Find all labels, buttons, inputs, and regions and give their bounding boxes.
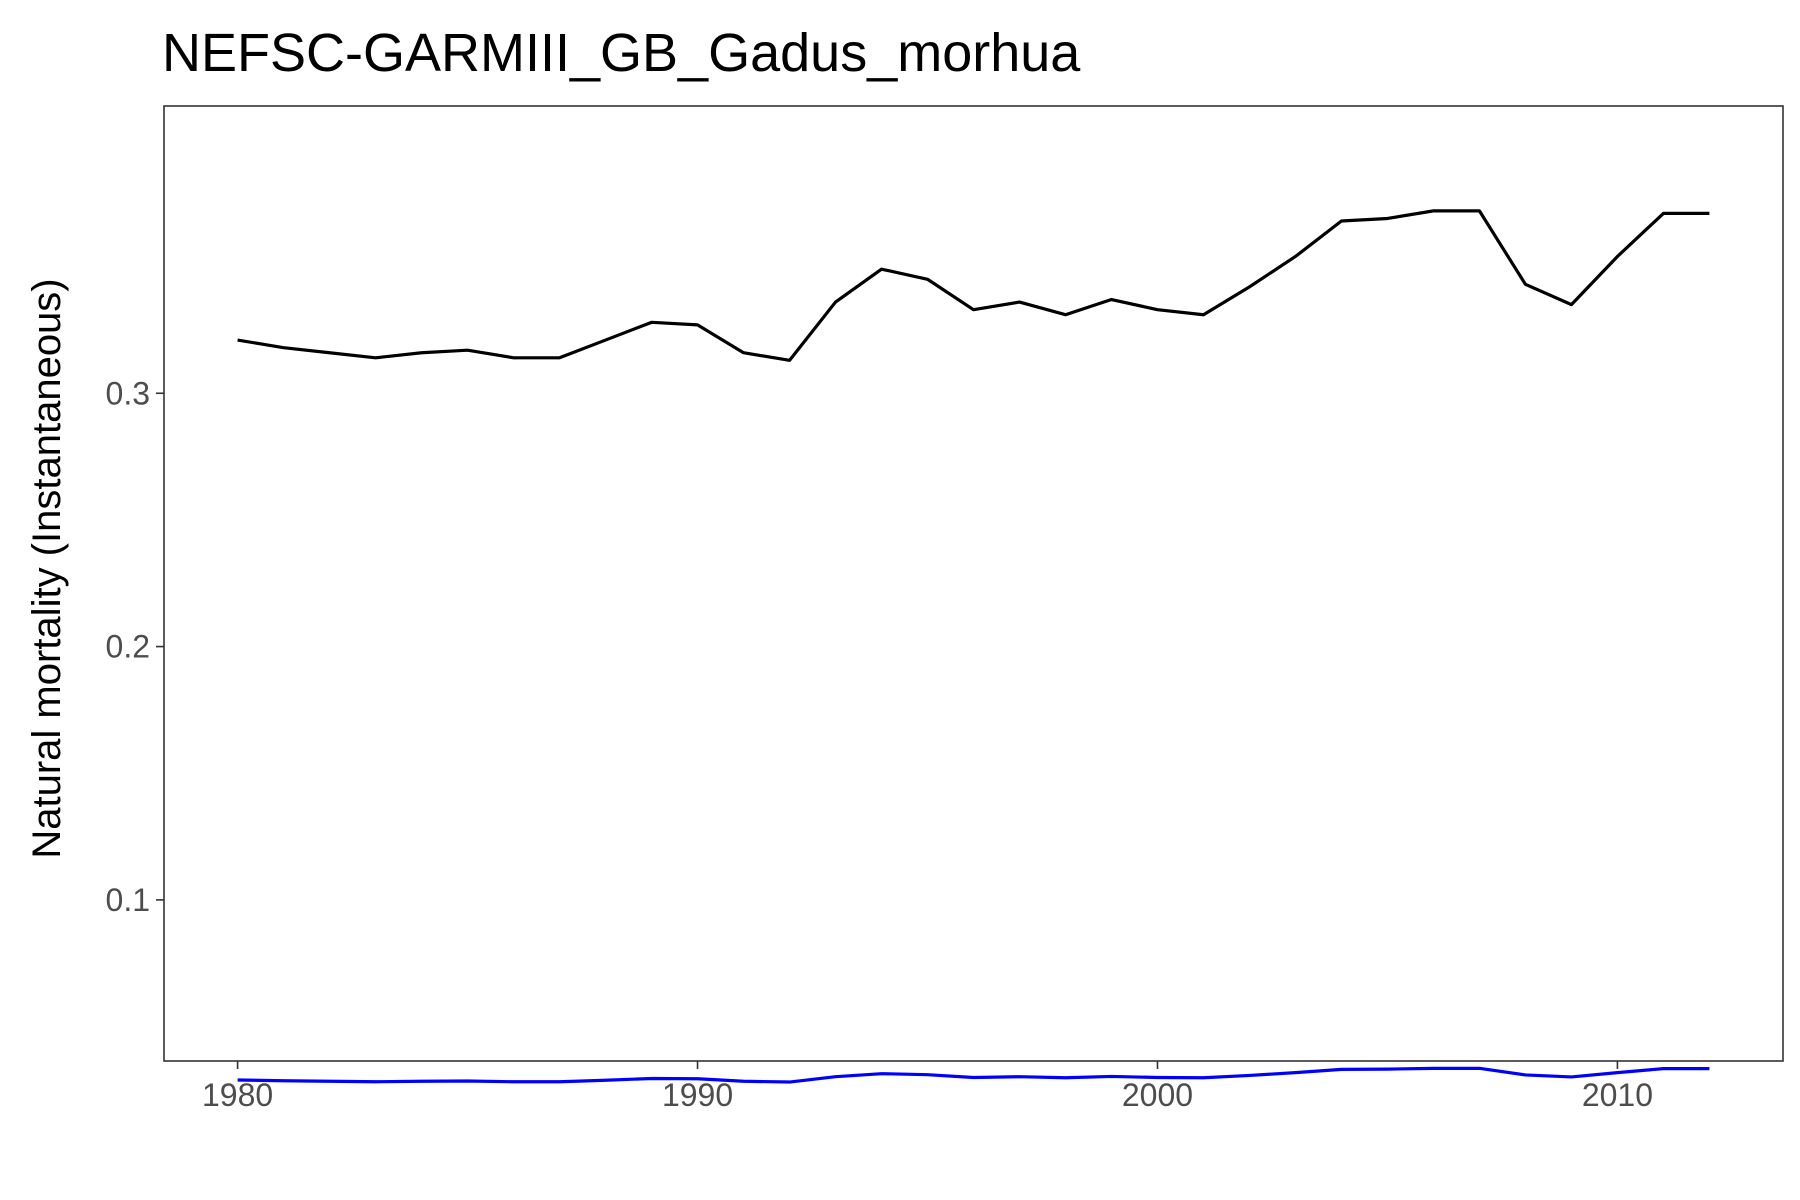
y-tick-label: 0.1 <box>106 882 150 918</box>
series-line-1 <box>237 209 1710 362</box>
x-tick-label: 2010 <box>1582 1077 1653 1113</box>
chart-title: NEFSC-GARMIII_GB_Gadus_morhua <box>162 23 1081 83</box>
plot-panel-border <box>163 105 1784 1062</box>
y-tick-label: 0.3 <box>106 375 150 411</box>
y-axis-title: Natural mortality (Instantaneous) <box>25 278 69 858</box>
series-line-2 <box>237 1066 1710 1084</box>
x-tick-label: 1980 <box>202 1077 273 1113</box>
y-tick-label: 0.2 <box>106 629 150 665</box>
x-tick-label: 1990 <box>662 1077 733 1113</box>
x-tick-label: 2000 <box>1122 1077 1193 1113</box>
axis-layer: 1980 1990 2000 2010 0.1 0.2 0.3 <box>106 375 1653 1113</box>
series-layer <box>237 209 1710 1084</box>
